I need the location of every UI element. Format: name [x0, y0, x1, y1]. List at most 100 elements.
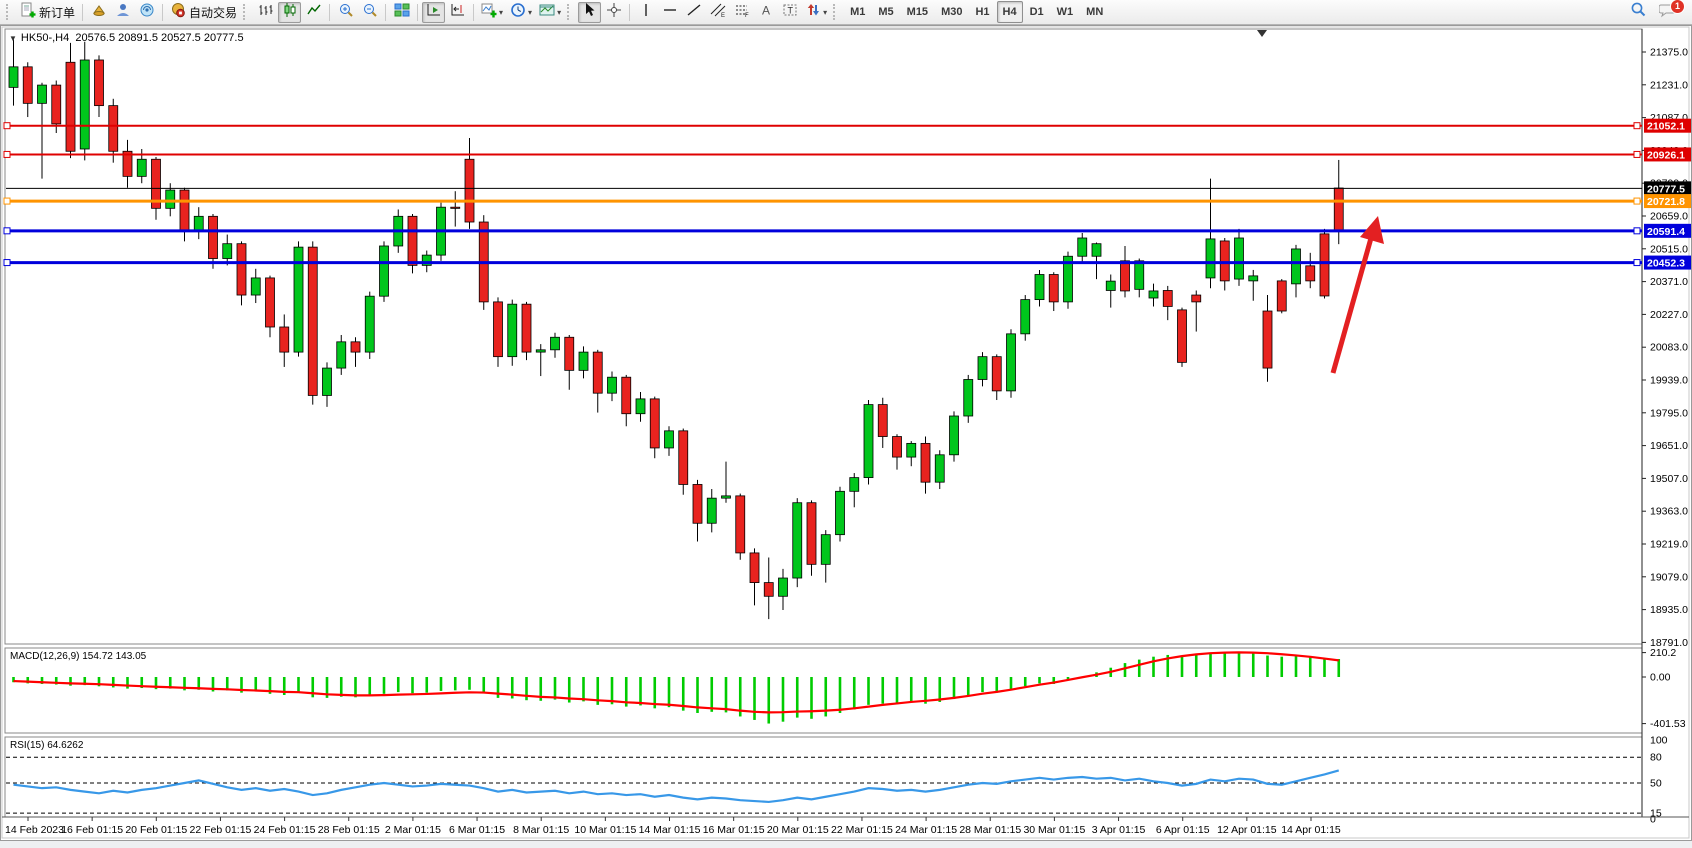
macd-tick-label: -401.53: [1650, 718, 1686, 730]
vertical-line-icon: [638, 2, 654, 23]
rsi-tick-label: 15: [1650, 808, 1662, 820]
line-anchor[interactable]: [3, 259, 11, 267]
chart-shift-marker-icon[interactable]: [1257, 30, 1267, 37]
notifications-button[interactable]: 1: [1656, 0, 1685, 23]
timeframe-m1-button[interactable]: M1: [850, 6, 866, 18]
tile-windows-icon: [394, 2, 410, 23]
candle-body: [179, 189, 190, 232]
profile-button[interactable]: [111, 2, 134, 23]
candle-body: [1006, 333, 1016, 392]
candle-body: [1191, 294, 1202, 303]
timeframe-m15-button[interactable]: M15: [906, 6, 929, 18]
line-anchor[interactable]: [1633, 259, 1641, 267]
candle-body: [906, 442, 917, 458]
candle-body: [165, 189, 176, 209]
line-chart-button[interactable]: [302, 2, 325, 23]
candle-body: [1020, 299, 1031, 335]
time-tick-label: 24 Feb 01:15: [254, 824, 316, 836]
search-button[interactable]: [1627, 2, 1650, 23]
candle-body: [1162, 290, 1173, 307]
candle-body: [835, 490, 845, 536]
price-tag-label: 20777.5: [1647, 183, 1685, 195]
line-anchor[interactable]: [1633, 122, 1641, 130]
text-icon: A: [758, 2, 774, 23]
line-anchor[interactable]: [3, 122, 11, 130]
price-tick-label: 20515.0: [1650, 243, 1688, 255]
price-tick-label: 19795.0: [1650, 407, 1688, 419]
chart-shift-button[interactable]: [446, 2, 469, 23]
line-anchor[interactable]: [3, 227, 11, 235]
timeframe-m5-button[interactable]: M5: [878, 6, 894, 18]
toolbar-grip: [567, 4, 574, 20]
chart-canvas[interactable]: 21375.021231.021087.020943.020799.020659…: [1, 26, 1691, 840]
auto-trading-label: 自动交易: [189, 5, 238, 20]
line-anchor[interactable]: [1633, 197, 1641, 205]
timeframe-w1-button[interactable]: W1: [1056, 6, 1074, 18]
candlestick-chart-button[interactable]: [278, 1, 302, 23]
auto-scroll-button[interactable]: [422, 1, 446, 23]
up-arrow-annotation[interactable]: [1330, 216, 1384, 374]
zoom-in-button[interactable]: [334, 2, 357, 23]
tile-windows-button[interactable]: [390, 2, 413, 23]
timeframe-mn-button[interactable]: MN: [1086, 6, 1104, 18]
candle-body: [421, 254, 432, 266]
chart-window[interactable]: 21375.021231.021087.020943.020799.020659…: [0, 25, 1692, 841]
time-tick-label: 8 Mar 01:15: [513, 824, 569, 836]
period-clock-button[interactable]: ▾: [507, 2, 535, 23]
channel-button[interactable]: E: [706, 2, 729, 23]
candle-body: [664, 430, 674, 449]
time-tick-label: 20 Feb 01:15: [125, 824, 187, 836]
fibonacci-icon: F: [734, 2, 750, 23]
trendline-button[interactable]: [682, 2, 705, 23]
crosshair-button[interactable]: [602, 2, 625, 23]
time-tick-label: 16 Feb 01:15: [61, 824, 123, 836]
price-tick-label: 18935.0: [1650, 604, 1688, 616]
text-button[interactable]: A: [754, 2, 777, 23]
template-button[interactable]: ▾: [536, 2, 564, 23]
candle-body: [493, 301, 503, 358]
candle-body: [222, 243, 233, 259]
price-tick-label: 21231.0: [1650, 79, 1688, 91]
new-order-button[interactable]: 新订单: [17, 2, 78, 23]
fibonacci-button[interactable]: F: [730, 2, 753, 23]
toolbar-grip: [833, 4, 840, 20]
candle-body: [792, 502, 803, 579]
signal-button[interactable]: [135, 2, 158, 23]
timeframe-h1-button[interactable]: H1: [975, 6, 990, 18]
arrows-tool-button[interactable]: ▾: [802, 2, 830, 23]
timeframe-h4-button[interactable]: H4: [996, 1, 1023, 23]
chevron-down-icon: ▾: [528, 7, 533, 17]
bar-chart-button[interactable]: [254, 2, 277, 23]
line-anchor[interactable]: [3, 197, 11, 205]
price-tag-label: 20926.1: [1647, 149, 1685, 161]
zoom-out-button[interactable]: [358, 2, 381, 23]
price-tag-label: 20721.8: [1647, 196, 1685, 208]
candle-body: [364, 295, 375, 353]
price-axis[interactable]: 21375.021231.021087.020943.020799.020659…: [1642, 47, 1688, 649]
history-center-button[interactable]: [87, 2, 110, 23]
candle-body: [977, 356, 988, 380]
cursor-icon: [582, 2, 598, 23]
cursor-button[interactable]: [578, 1, 602, 23]
candle-body: [1177, 309, 1187, 363]
price-tick-label: 19507.0: [1650, 473, 1688, 485]
candle-body: [1120, 260, 1130, 292]
price-tag: [1644, 255, 1691, 270]
timeframe-m30-button[interactable]: M30: [941, 6, 963, 18]
vertical-line-button[interactable]: [634, 2, 657, 23]
line-anchor[interactable]: [1633, 150, 1641, 158]
text-label-button[interactable]: T: [778, 2, 801, 23]
search-icon: [1630, 1, 1647, 23]
candle-body: [151, 158, 161, 209]
line-anchor[interactable]: [3, 150, 11, 158]
time-tick-label: 2 Mar 01:15: [385, 824, 441, 836]
indicators-button[interactable]: ▾: [478, 2, 506, 23]
line-anchor[interactable]: [1633, 227, 1641, 235]
horizontal-line-button[interactable]: [658, 2, 681, 23]
one-click-collapse-icon[interactable]: ▼: [9, 34, 17, 43]
history-center-icon: [91, 2, 107, 23]
arrow-shaft: [1330, 230, 1376, 374]
timeframe-d1-button[interactable]: D1: [1029, 6, 1044, 18]
auto-trading-button[interactable]: 自动交易: [167, 2, 240, 23]
